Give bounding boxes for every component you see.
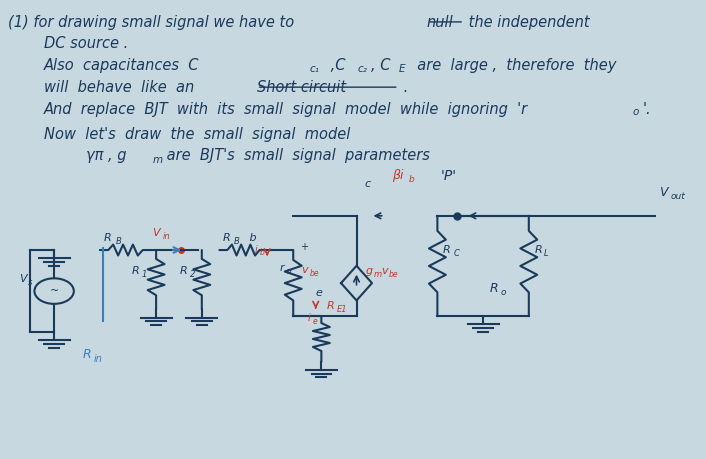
Text: R: R: [223, 233, 231, 243]
Text: o: o: [633, 107, 639, 117]
Text: be: be: [389, 270, 398, 279]
Text: c₁: c₁: [309, 64, 319, 74]
Text: c: c: [364, 179, 371, 189]
Text: R: R: [326, 301, 334, 311]
Text: null: null: [427, 15, 453, 30]
Text: g: g: [366, 266, 373, 275]
Text: m: m: [374, 270, 382, 279]
Text: c₂: c₂: [357, 64, 367, 74]
Text: are  large ,  therefore  they: are large , therefore they: [408, 58, 616, 73]
Text: Also  capacitances  C: Also capacitances C: [44, 58, 199, 73]
Text: v: v: [381, 266, 388, 275]
Text: R: R: [443, 245, 450, 255]
Text: γπ , g: γπ , g: [85, 148, 126, 163]
Text: R: R: [103, 233, 111, 243]
Text: B: B: [234, 237, 239, 246]
Text: b: b: [409, 175, 414, 184]
Text: v: v: [301, 265, 309, 275]
Text: B: B: [116, 237, 121, 246]
Text: i: i: [255, 245, 257, 255]
Text: i: i: [307, 313, 310, 323]
Text: E: E: [399, 64, 405, 74]
Text: And  replace  BJT  with  its  small  signal  model  while  ignoring  'r: And replace BJT with its small signal mo…: [44, 102, 527, 117]
Text: m: m: [152, 155, 162, 165]
Text: out: out: [671, 192, 686, 201]
Text: C: C: [453, 249, 460, 258]
Text: 'P': 'P': [441, 168, 457, 183]
Text: V: V: [659, 185, 667, 199]
Text: , C: , C: [371, 58, 391, 73]
Text: e: e: [313, 317, 318, 326]
Text: +: +: [300, 242, 309, 252]
Text: s: s: [28, 278, 32, 287]
Text: o: o: [501, 288, 506, 297]
Text: are  BJT's  small  signal  parameters: are BJT's small signal parameters: [162, 148, 429, 163]
Text: π: π: [287, 268, 292, 276]
Text: E1: E1: [337, 305, 347, 314]
Text: 2: 2: [190, 270, 196, 279]
Text: b: b: [246, 233, 257, 243]
Text: b: b: [261, 248, 265, 257]
Text: in: in: [93, 353, 102, 364]
Text: r: r: [280, 263, 285, 273]
Text: R: R: [179, 266, 187, 275]
Text: R: R: [131, 266, 139, 275]
Text: .: .: [399, 80, 408, 95]
Text: e: e: [315, 288, 322, 298]
Text: V: V: [152, 228, 160, 238]
Text: βi: βi: [392, 169, 403, 182]
Text: be: be: [309, 269, 319, 278]
Text: R: R: [490, 282, 498, 295]
Text: in: in: [162, 232, 170, 241]
Text: DC source .: DC source .: [44, 36, 128, 50]
Text: V: V: [19, 274, 27, 284]
Text: R: R: [534, 245, 542, 255]
Text: R: R: [83, 348, 91, 361]
Text: Now  let's  draw  the  small  signal  model: Now let's draw the small signal model: [44, 127, 350, 142]
Text: 1: 1: [142, 270, 148, 279]
Text: the independent: the independent: [464, 15, 590, 30]
Text: L: L: [544, 249, 549, 258]
Text: ,C: ,C: [326, 58, 346, 73]
Text: Short circuit: Short circuit: [257, 80, 346, 95]
Text: '.: '.: [642, 102, 652, 117]
Text: (1) for drawing small signal we have to: (1) for drawing small signal we have to: [8, 15, 299, 30]
Text: ~: ~: [49, 286, 59, 296]
Text: will  behave  like  an: will behave like an: [44, 80, 203, 95]
